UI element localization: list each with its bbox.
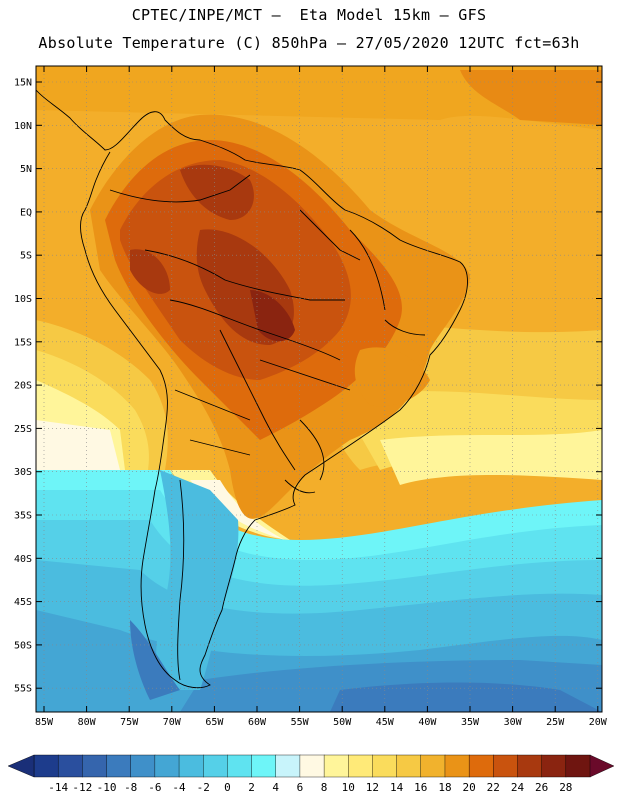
lon-tick-label: 30W — [504, 717, 523, 728]
lat-tick-label: 25S — [14, 424, 32, 435]
lon-tick-label: 70W — [163, 717, 182, 728]
colorbar-label: 8 — [321, 781, 328, 794]
colorbar-swatch — [299, 754, 325, 778]
colorbar-label: 14 — [390, 781, 404, 794]
lat-tick-label: 45S — [14, 597, 32, 608]
colorbar-label: 16 — [414, 781, 427, 794]
colorbar-label: 0 — [224, 781, 231, 794]
colorbar-swatch — [82, 754, 108, 778]
colorbar-swatch — [154, 754, 180, 778]
lat-tick-label: 40S — [14, 554, 32, 565]
colorbar-label: -2 — [197, 781, 210, 794]
map-subtitle: Absolute Temperature (C) 850hPa – 27/05/… — [38, 34, 580, 52]
colorbar-label: -6 — [148, 781, 161, 794]
lat-tick-label: 15N — [14, 78, 32, 89]
lon-tick-label: 50W — [333, 717, 352, 728]
colorbar-swatch — [203, 754, 228, 778]
longitude-axis: 85W 80W 75W 70W 65W 60W 55W 50W 45W 40W 35W 30W 25W 2… — [35, 66, 608, 728]
lat-tick-label: 10N — [14, 121, 32, 132]
lon-tick-label: 25W — [546, 717, 565, 728]
lon-tick-label: 65W — [205, 717, 224, 728]
colorbar-label: 6 — [297, 781, 304, 794]
colorbar-label: -8 — [124, 781, 137, 794]
lat-tick-label: EQ — [20, 207, 32, 218]
colorbar-swatch — [178, 754, 204, 778]
lat-tick-label: 5S — [20, 251, 32, 262]
colorbar-label: 10 — [342, 781, 355, 794]
lon-tick-label: 80W — [78, 717, 97, 728]
lon-tick-label: 60W — [248, 717, 267, 728]
colorbar-swatch — [227, 754, 253, 778]
lat-tick-label: 5N — [20, 164, 32, 175]
colorbar-label: 2 — [248, 781, 255, 794]
colorbar-label: 28 — [559, 781, 572, 794]
colorbar-swatch — [275, 754, 301, 778]
coastlines — [36, 89, 468, 689]
lon-tick-label: 85W — [35, 717, 54, 728]
colorbar-swatch — [565, 754, 591, 778]
lat-tick-label: 20S — [14, 381, 32, 392]
lat-tick-label: 55S — [14, 684, 32, 695]
lon-tick-label: 35W — [461, 717, 480, 728]
colorbar-low-arrow — [7, 754, 35, 778]
colorbar-label: 20 — [463, 781, 476, 794]
lon-tick-label: 20W — [589, 717, 608, 728]
colorbar-label: 12 — [366, 781, 379, 794]
colorbar-swatch — [444, 754, 470, 778]
colorbar-label: -12 — [72, 781, 92, 794]
colorbar-swatch — [372, 754, 398, 778]
colorbar-label: -10 — [97, 781, 117, 794]
colorbar-label: 22 — [487, 781, 500, 794]
colorbar-swatch — [130, 754, 156, 778]
lat-tick-label: 50S — [14, 640, 32, 651]
colorbar-swatch — [541, 754, 567, 778]
colorbar-label: 24 — [511, 781, 525, 794]
temperature-field — [36, 66, 602, 712]
colorbar-swatch — [33, 754, 59, 778]
colorbar-swatch — [517, 754, 543, 778]
lat-tick-label: 10S — [14, 294, 32, 305]
colorbar-label: 4 — [272, 781, 279, 794]
colorbar-swatch — [106, 754, 132, 778]
lon-tick-label: 55W — [291, 717, 310, 728]
colorbar-swatch — [57, 754, 83, 778]
lat-tick-label: 35S — [14, 511, 32, 522]
latitude-axis: 15N 10N 5N EQ 5S 10S 15S 20S 25S 30S 35S 40S 45S 50S 5… — [14, 78, 602, 695]
colorbar-high-arrow — [589, 754, 615, 778]
colorbar-label: -4 — [172, 781, 186, 794]
colorbar-swatch — [323, 754, 349, 778]
colorbar-label: 18 — [438, 781, 451, 794]
colorbar-swatch — [493, 754, 518, 778]
colorbar-swatch — [420, 754, 446, 778]
colorbar-label: 26 — [535, 781, 548, 794]
lon-tick-label: 45W — [376, 717, 395, 728]
colorbar-swatch — [396, 754, 422, 778]
colorbar: -14 -12 -10 -8 -6 -4 -2 0 2 4 6 8 10 12 14 16 18 20 22 24 26… — [7, 754, 615, 794]
map-border — [35, 65, 603, 713]
colorbar-swatch — [468, 754, 494, 778]
lon-tick-label: 40W — [418, 717, 437, 728]
colorbar-swatch — [251, 754, 277, 778]
colorbar-label: -14 — [48, 781, 68, 794]
colorbar-swatch — [348, 754, 373, 778]
lat-tick-label: 30S — [14, 467, 32, 478]
lat-tick-label: 15S — [14, 337, 32, 348]
map-title: CPTEC/INPE/MCT – Eta Model 15km – GFS — [131, 6, 487, 24]
lon-tick-label: 75W — [120, 717, 139, 728]
